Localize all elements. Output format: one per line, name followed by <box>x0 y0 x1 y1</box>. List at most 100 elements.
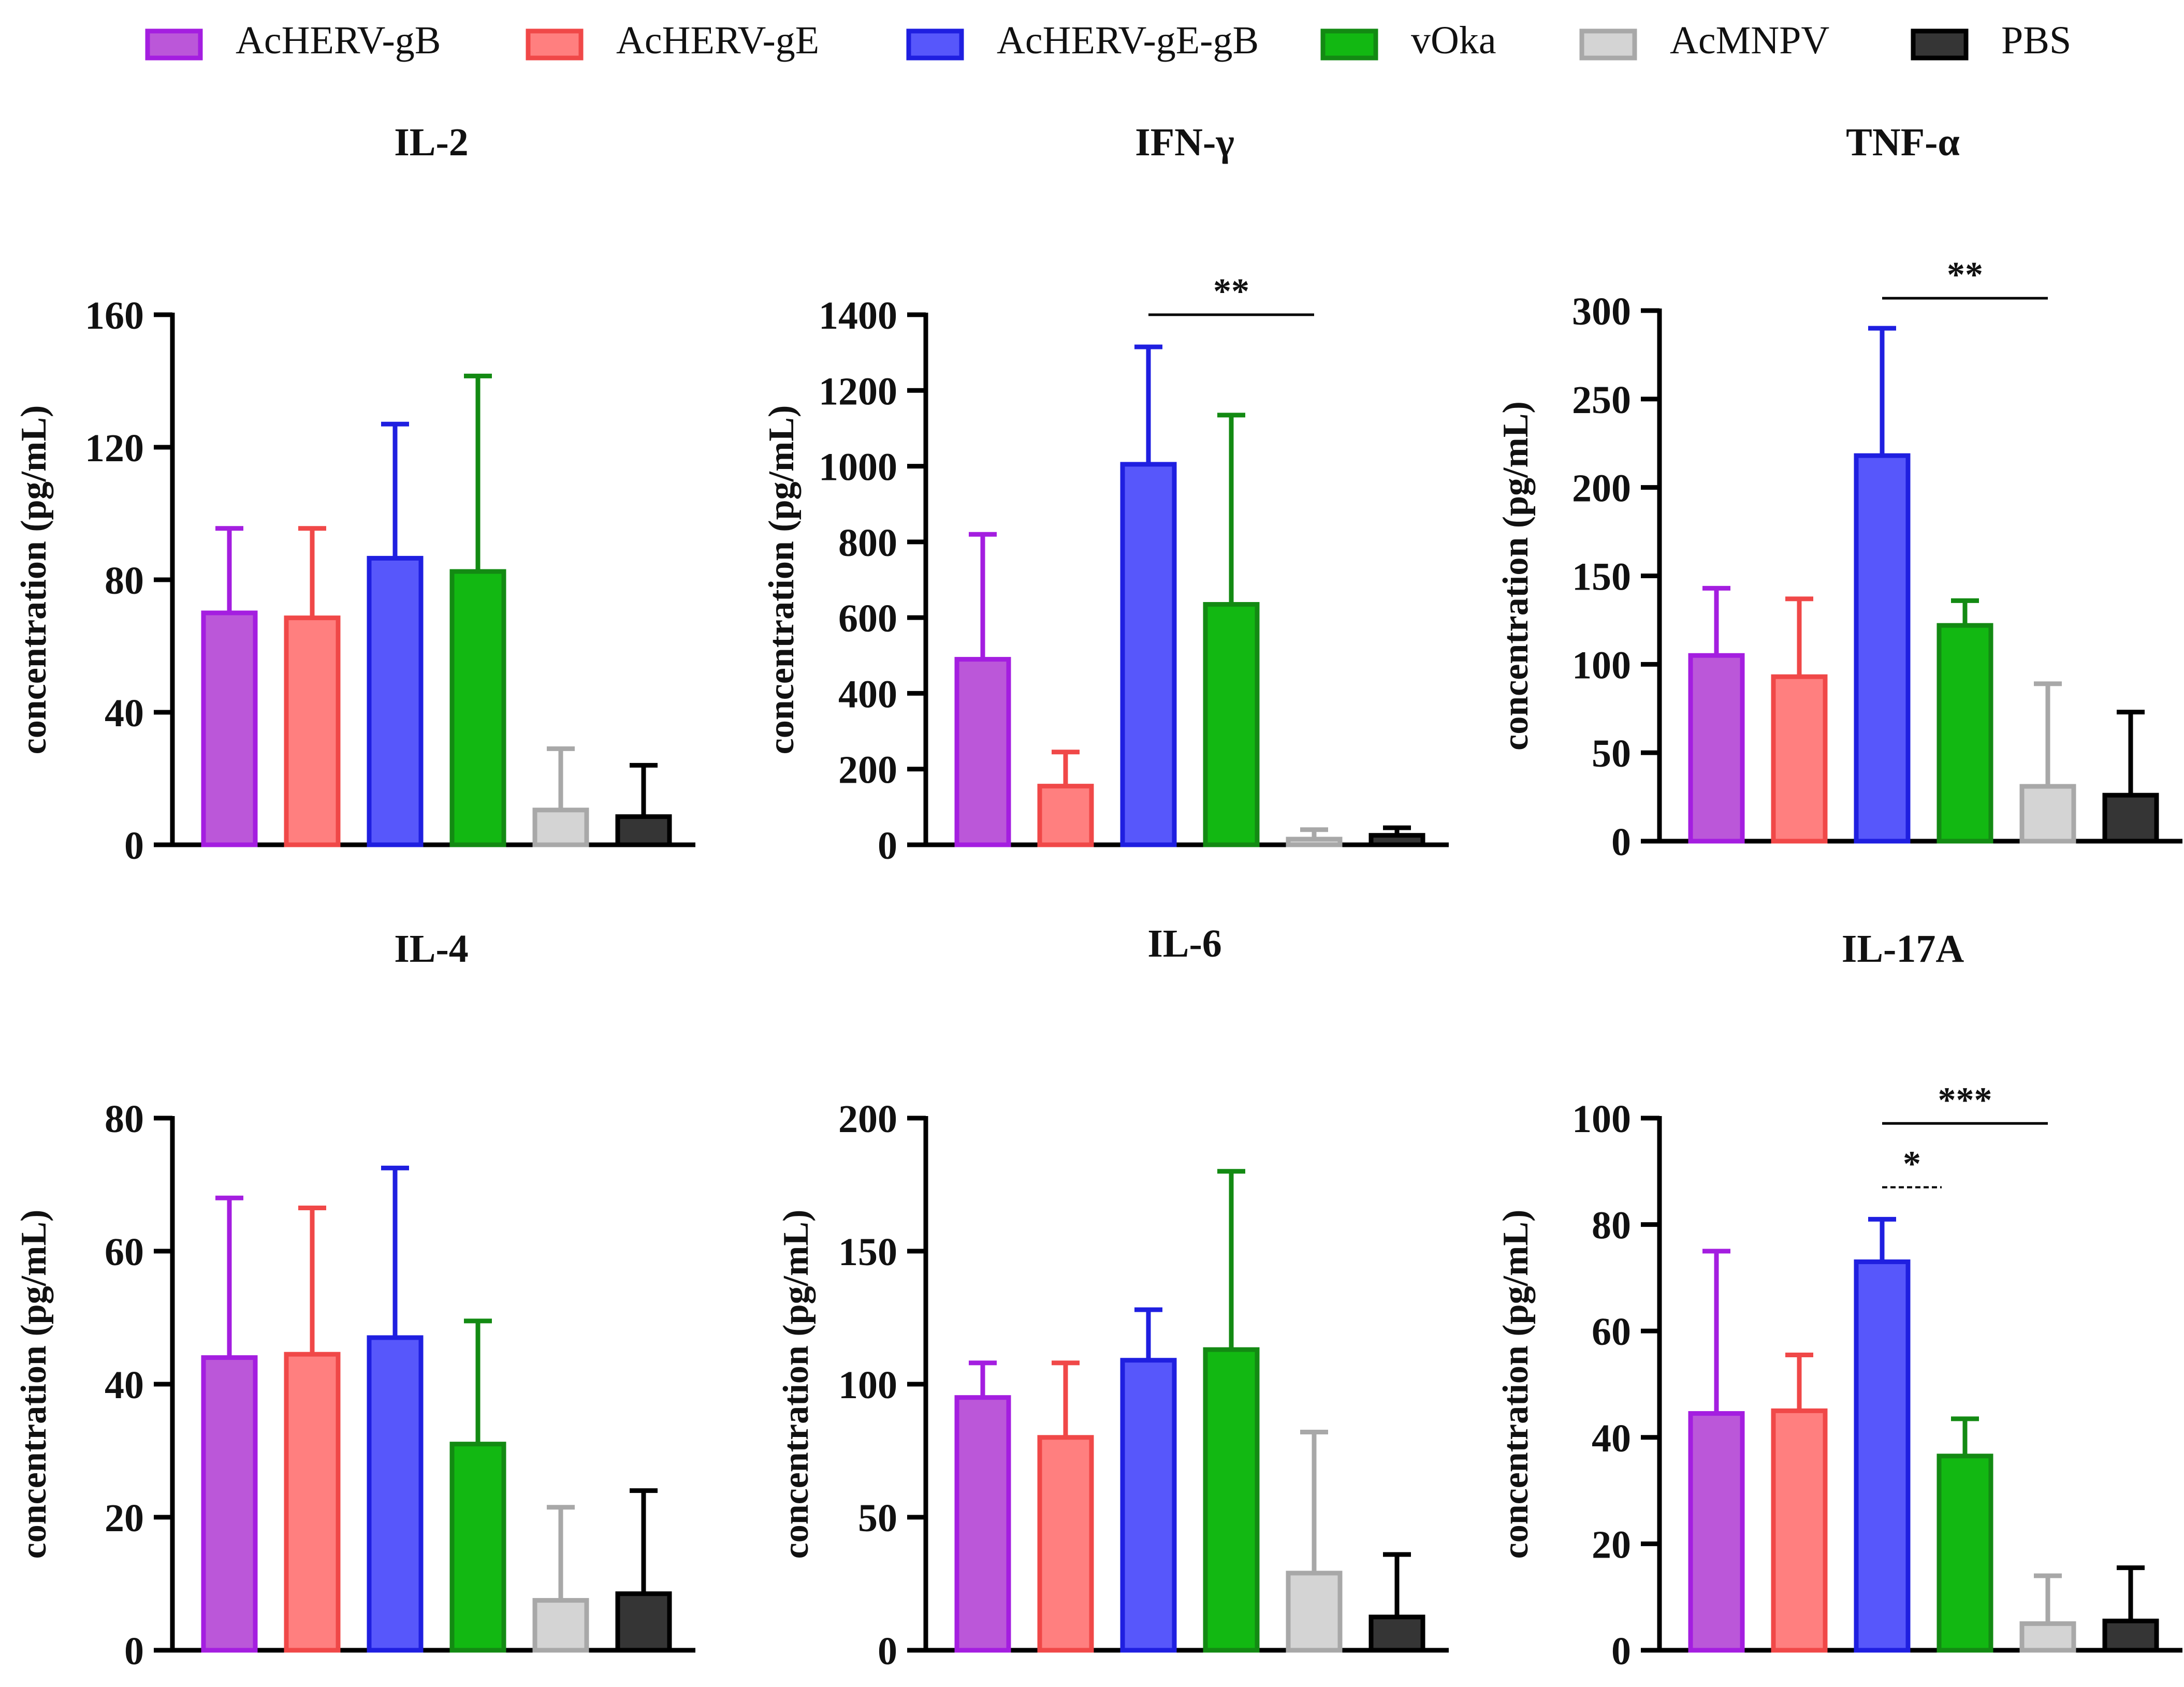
bar-acherv-ge-gb <box>1854 453 1911 844</box>
y-tick-label: 40 <box>105 692 144 735</box>
y-tick-label: 600 <box>838 597 897 640</box>
y-tick-label: 80 <box>1592 1204 1631 1248</box>
legend-label-acherv-ge-gb: AcHERV-gE-gB <box>997 19 1259 62</box>
legend-swatch-voka <box>1320 28 1378 61</box>
significance-label: * <box>1903 1145 1921 1184</box>
chart-panel-ifn: IFN-γ concentration (pg/mL) 0 200 400 600 800 1… <box>762 121 1449 868</box>
chart-title: IL-4 <box>394 927 469 971</box>
chart-title: TNF-α <box>1846 121 1960 164</box>
bar-acherv-gb <box>201 610 258 847</box>
bar-acmnpv <box>1286 837 1343 847</box>
y-tick-label: 50 <box>858 1497 897 1540</box>
y-tick-label: 120 <box>85 427 144 470</box>
chart-panel-il-6: IL-6 concentration (pg/mL) 0 50 100 150 200 <box>776 922 1449 1673</box>
y-tick-label: 100 <box>1572 1097 1631 1141</box>
legend-swatch-pbs <box>1911 28 1969 61</box>
bar-acherv-ge <box>1771 674 1828 844</box>
legend-swatch-acherv-ge <box>526 28 584 61</box>
y-tick-label: 300 <box>1572 290 1631 333</box>
y-tick-label: 0 <box>878 1630 897 1673</box>
y-tick-label: 60 <box>105 1230 144 1274</box>
y-tick-label: 80 <box>105 1097 144 1141</box>
legend-label-acherv-ge: AcHERV-gE <box>616 19 819 62</box>
y-tick-label: 1200 <box>819 370 897 413</box>
legend-swatch-acherv-ge-gb <box>906 28 964 61</box>
bar-acherv-ge <box>1037 784 1094 847</box>
bar-voka <box>1937 623 1993 844</box>
significance-label: *** <box>1938 1080 1992 1120</box>
y-tick-label: 60 <box>1592 1310 1631 1354</box>
y-tick-label: 200 <box>838 749 897 792</box>
bar-pbs <box>1368 1615 1425 1653</box>
bar-voka <box>449 569 506 847</box>
y-tick-label: 160 <box>85 294 144 338</box>
chart-panel-il-17a: IL-17A concentration (pg/mL) 0 20 40 60 80 100 *… <box>1496 927 2182 1673</box>
bar-voka <box>449 1442 506 1653</box>
y-tick-label: 250 <box>1572 378 1631 422</box>
bar-voka <box>1203 1347 1260 1653</box>
y-axis-label: concentration (pg/mL) <box>14 405 54 755</box>
y-axis-label: concentration (pg/mL) <box>762 405 802 755</box>
y-tick-label: 200 <box>1572 467 1631 510</box>
legend-label-voka: vOka <box>1411 19 1496 62</box>
bar-acherv-ge-gb <box>1854 1259 1911 1653</box>
bar-acherv-gb <box>1688 1411 1745 1653</box>
bar-pbs <box>2102 793 2159 844</box>
bar-acherv-ge-gb <box>1120 462 1177 847</box>
y-tick-label: 100 <box>1572 643 1631 687</box>
bar-pbs <box>1368 833 1425 847</box>
legend-swatch-acherv-gb <box>145 28 203 61</box>
bar-acherv-gb <box>954 1395 1011 1653</box>
y-tick-label: 200 <box>838 1097 897 1141</box>
y-tick-label: 1000 <box>819 446 897 489</box>
bar-acmnpv <box>2019 784 2076 844</box>
chart-panel-il-2: IL-2 concentration (pg/mL) 0 40 80 120 160 <box>14 121 695 868</box>
significance-label: ** <box>1213 272 1249 312</box>
chart-title: IL-6 <box>1147 922 1222 965</box>
significance-label: ** <box>1947 255 1983 295</box>
legend-label-pbs: PBS <box>2001 19 2071 62</box>
y-axis-label: concentration (pg/mL) <box>14 1210 54 1559</box>
chart-title: IL-17A <box>1842 927 1964 971</box>
y-tick-label: 20 <box>105 1497 144 1540</box>
bar-pbs <box>2102 1618 2159 1653</box>
bar-acherv-ge <box>1771 1408 1828 1653</box>
bar-acherv-gb <box>954 657 1011 847</box>
chart-panels: IL-2 concentration (pg/mL) 0 40 80 120 160 IFN-… <box>14 121 2182 1673</box>
bar-acherv-ge-gb <box>1120 1358 1177 1653</box>
y-axis-label: concentration (pg/mL) <box>1496 1210 1536 1559</box>
bar-acherv-ge-gb <box>367 555 424 847</box>
y-tick-label: 0 <box>878 824 897 868</box>
legend: AcHERV-gB AcHERV-gE AcHERV-gE-gB vOka AcMNPV… <box>145 19 2071 62</box>
legend-label-acmnpv: AcMNPV <box>1670 19 1829 62</box>
bar-acherv-ge <box>284 1352 341 1653</box>
y-tick-label: 0 <box>1611 1630 1631 1673</box>
bar-acherv-gb <box>201 1355 258 1653</box>
bar-pbs <box>615 814 672 847</box>
bar-acherv-ge-gb <box>367 1335 424 1653</box>
bar-acmnpv <box>2019 1621 2076 1653</box>
y-tick-label: 40 <box>105 1363 144 1407</box>
y-axis-label: concentration (pg/mL) <box>776 1210 816 1559</box>
y-tick-label: 0 <box>1611 820 1631 864</box>
y-tick-label: 150 <box>838 1230 897 1274</box>
legend-label-acherv-gb: AcHERV-gB <box>236 19 441 62</box>
y-tick-label: 800 <box>838 521 897 565</box>
bar-voka <box>1203 602 1260 847</box>
y-tick-label: 1400 <box>819 294 897 338</box>
y-tick-label: 80 <box>105 559 144 603</box>
y-tick-label: 50 <box>1592 732 1631 775</box>
chart-title: IFN-γ <box>1135 121 1234 164</box>
chart-panel-il-4: IL-4 concentration (pg/mL) 0 20 40 60 80 <box>14 927 695 1673</box>
bar-voka <box>1937 1454 1993 1653</box>
y-tick-label: 100 <box>838 1363 897 1407</box>
y-tick-label: 150 <box>1572 555 1631 599</box>
bar-acmnpv <box>1286 1571 1343 1653</box>
bar-acherv-ge <box>284 615 341 847</box>
y-tick-label: 400 <box>838 672 897 716</box>
bar-acherv-ge <box>1037 1435 1094 1653</box>
bar-acherv-gb <box>1688 653 1745 844</box>
y-tick-label: 40 <box>1592 1417 1631 1460</box>
y-tick-label: 20 <box>1592 1523 1631 1566</box>
